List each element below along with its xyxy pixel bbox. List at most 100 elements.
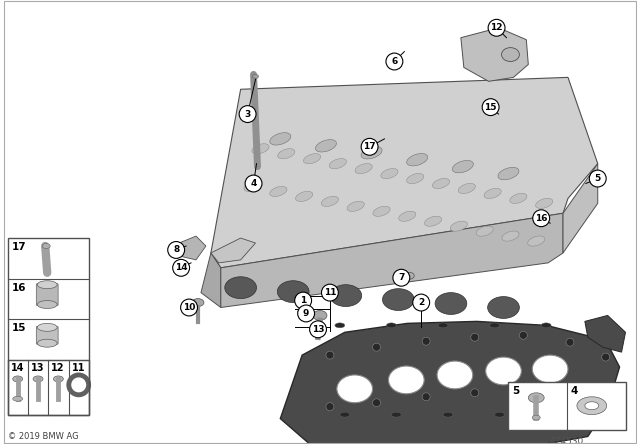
Polygon shape bbox=[201, 253, 221, 307]
Circle shape bbox=[310, 321, 326, 338]
Text: 17: 17 bbox=[364, 142, 376, 151]
Ellipse shape bbox=[490, 323, 500, 328]
Polygon shape bbox=[461, 28, 528, 82]
FancyBboxPatch shape bbox=[36, 284, 58, 306]
Ellipse shape bbox=[458, 183, 476, 194]
Ellipse shape bbox=[502, 47, 520, 61]
Text: 10: 10 bbox=[183, 303, 195, 312]
Ellipse shape bbox=[476, 226, 493, 236]
Ellipse shape bbox=[443, 412, 453, 417]
Circle shape bbox=[422, 393, 430, 401]
Text: 12: 12 bbox=[490, 23, 503, 32]
Polygon shape bbox=[585, 315, 625, 352]
Text: 11: 11 bbox=[72, 363, 85, 373]
Ellipse shape bbox=[495, 412, 504, 417]
Text: 5: 5 bbox=[513, 386, 520, 396]
Text: 6: 6 bbox=[391, 57, 397, 66]
Ellipse shape bbox=[337, 375, 372, 403]
Ellipse shape bbox=[296, 191, 313, 202]
Text: 8: 8 bbox=[173, 246, 179, 254]
Ellipse shape bbox=[37, 339, 57, 347]
Ellipse shape bbox=[269, 186, 287, 197]
Ellipse shape bbox=[303, 154, 321, 164]
Circle shape bbox=[566, 391, 574, 399]
FancyBboxPatch shape bbox=[36, 326, 58, 344]
Ellipse shape bbox=[488, 297, 520, 319]
Ellipse shape bbox=[532, 355, 568, 383]
Ellipse shape bbox=[347, 201, 364, 211]
Ellipse shape bbox=[329, 159, 346, 169]
Ellipse shape bbox=[225, 277, 257, 298]
Ellipse shape bbox=[424, 216, 442, 226]
Ellipse shape bbox=[392, 412, 401, 417]
Ellipse shape bbox=[192, 298, 204, 306]
Polygon shape bbox=[563, 164, 598, 253]
Ellipse shape bbox=[433, 178, 450, 189]
Text: 17: 17 bbox=[12, 242, 26, 252]
Text: 16: 16 bbox=[535, 214, 547, 223]
Text: 14: 14 bbox=[10, 363, 24, 373]
Ellipse shape bbox=[13, 396, 22, 401]
Ellipse shape bbox=[361, 146, 382, 159]
Ellipse shape bbox=[53, 376, 63, 382]
Ellipse shape bbox=[278, 149, 295, 159]
Circle shape bbox=[173, 259, 189, 276]
Ellipse shape bbox=[546, 412, 556, 417]
Circle shape bbox=[520, 385, 527, 393]
Circle shape bbox=[393, 269, 410, 286]
Polygon shape bbox=[280, 321, 620, 444]
Text: 4: 4 bbox=[250, 179, 257, 188]
Ellipse shape bbox=[252, 144, 269, 154]
Text: 3: 3 bbox=[244, 110, 251, 119]
Circle shape bbox=[372, 399, 381, 407]
Ellipse shape bbox=[321, 196, 339, 207]
Text: © 2019 BMW AG: © 2019 BMW AG bbox=[8, 432, 78, 441]
Ellipse shape bbox=[541, 323, 551, 328]
Text: 474530: 474530 bbox=[550, 437, 584, 447]
Ellipse shape bbox=[435, 293, 467, 314]
Ellipse shape bbox=[335, 323, 345, 328]
Ellipse shape bbox=[577, 397, 607, 415]
Ellipse shape bbox=[484, 188, 501, 198]
Circle shape bbox=[602, 353, 610, 361]
FancyBboxPatch shape bbox=[8, 238, 89, 415]
Ellipse shape bbox=[340, 412, 349, 417]
Ellipse shape bbox=[381, 168, 398, 179]
Ellipse shape bbox=[406, 154, 428, 166]
Circle shape bbox=[298, 305, 314, 322]
Circle shape bbox=[532, 210, 550, 227]
Ellipse shape bbox=[316, 140, 337, 152]
Text: 16: 16 bbox=[12, 283, 26, 293]
Circle shape bbox=[520, 332, 527, 339]
Circle shape bbox=[566, 338, 574, 346]
Ellipse shape bbox=[13, 376, 22, 382]
Text: 14: 14 bbox=[175, 263, 188, 272]
Text: 9: 9 bbox=[303, 309, 309, 318]
Circle shape bbox=[326, 403, 334, 411]
Ellipse shape bbox=[527, 236, 545, 246]
Ellipse shape bbox=[510, 194, 527, 203]
Circle shape bbox=[245, 175, 262, 192]
Text: 1: 1 bbox=[300, 296, 307, 305]
Text: 13: 13 bbox=[312, 325, 324, 334]
Circle shape bbox=[488, 19, 505, 36]
FancyBboxPatch shape bbox=[508, 382, 625, 430]
Polygon shape bbox=[179, 236, 206, 260]
Ellipse shape bbox=[37, 323, 57, 332]
Ellipse shape bbox=[373, 206, 390, 216]
Ellipse shape bbox=[528, 393, 544, 403]
Circle shape bbox=[602, 388, 610, 396]
Text: 13: 13 bbox=[31, 363, 44, 373]
Ellipse shape bbox=[313, 310, 327, 320]
Circle shape bbox=[386, 53, 403, 70]
Ellipse shape bbox=[42, 244, 50, 249]
Ellipse shape bbox=[37, 301, 57, 309]
Ellipse shape bbox=[244, 181, 261, 192]
Ellipse shape bbox=[253, 74, 259, 78]
Circle shape bbox=[413, 294, 429, 311]
Circle shape bbox=[168, 241, 184, 258]
Ellipse shape bbox=[33, 376, 43, 382]
Ellipse shape bbox=[437, 361, 473, 389]
Ellipse shape bbox=[330, 284, 362, 306]
Text: 4: 4 bbox=[571, 386, 579, 396]
